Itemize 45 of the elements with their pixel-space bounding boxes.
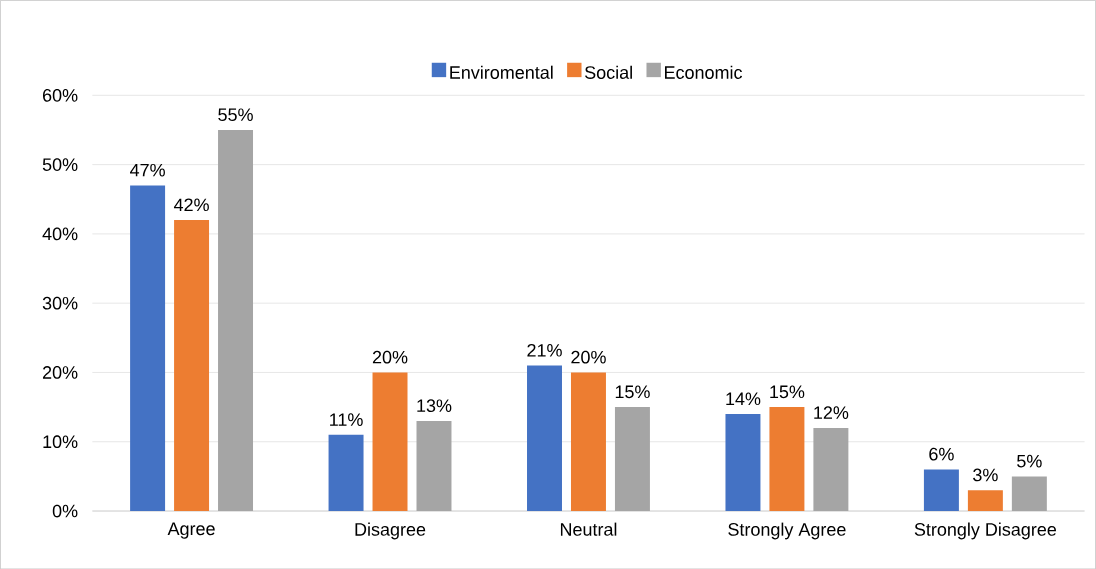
bar xyxy=(813,427,849,511)
x-tick-label: Neutral xyxy=(560,522,617,536)
data-label: 6% xyxy=(929,447,954,461)
bar xyxy=(570,372,606,511)
data-label: 15% xyxy=(615,385,650,398)
data-label: 20% xyxy=(372,350,408,364)
x-tick-label: Agree xyxy=(167,522,215,539)
bar xyxy=(328,434,364,511)
y-tick-label: 50% xyxy=(42,158,78,171)
bar xyxy=(527,365,562,511)
bar xyxy=(174,219,210,511)
y-tick-label: 20% xyxy=(42,365,78,379)
data-label: 15% xyxy=(770,385,805,398)
data-label: 14% xyxy=(726,392,761,405)
y-tick-label: 40% xyxy=(42,227,78,241)
data-label: 42% xyxy=(173,198,209,211)
data-label: 12% xyxy=(814,406,849,419)
bar xyxy=(614,406,650,511)
x-tick-label: Strongly Disagree xyxy=(914,522,1057,540)
data-label: 21% xyxy=(527,343,562,357)
data-label: 5% xyxy=(1017,454,1042,468)
bar xyxy=(416,420,452,511)
bar xyxy=(967,490,1003,511)
y-tick-label: 60% xyxy=(43,88,78,102)
legend-label: Enviromental xyxy=(450,65,553,79)
bar xyxy=(218,129,254,511)
y-tick-label: 30% xyxy=(42,296,78,310)
data-label: 13% xyxy=(417,399,452,412)
data-label: 20% xyxy=(571,350,606,364)
y-tick-label: 0% xyxy=(52,504,78,518)
bar xyxy=(372,372,408,511)
data-label: 47% xyxy=(130,163,165,177)
bar xyxy=(923,469,959,511)
bar xyxy=(1011,476,1047,511)
data-label: 11% xyxy=(330,413,363,426)
bar xyxy=(725,413,761,511)
bar xyxy=(130,185,166,511)
x-tick-label: Disagree xyxy=(355,522,426,540)
x-tick-label: Strongly Agree xyxy=(728,522,846,540)
legend-label: Economic xyxy=(665,65,743,79)
legend-label: Social xyxy=(584,65,632,79)
y-tick-label: 10% xyxy=(43,435,78,448)
data-label: 55% xyxy=(218,108,253,121)
data-label: 3% xyxy=(973,468,998,482)
bar xyxy=(769,406,805,511)
